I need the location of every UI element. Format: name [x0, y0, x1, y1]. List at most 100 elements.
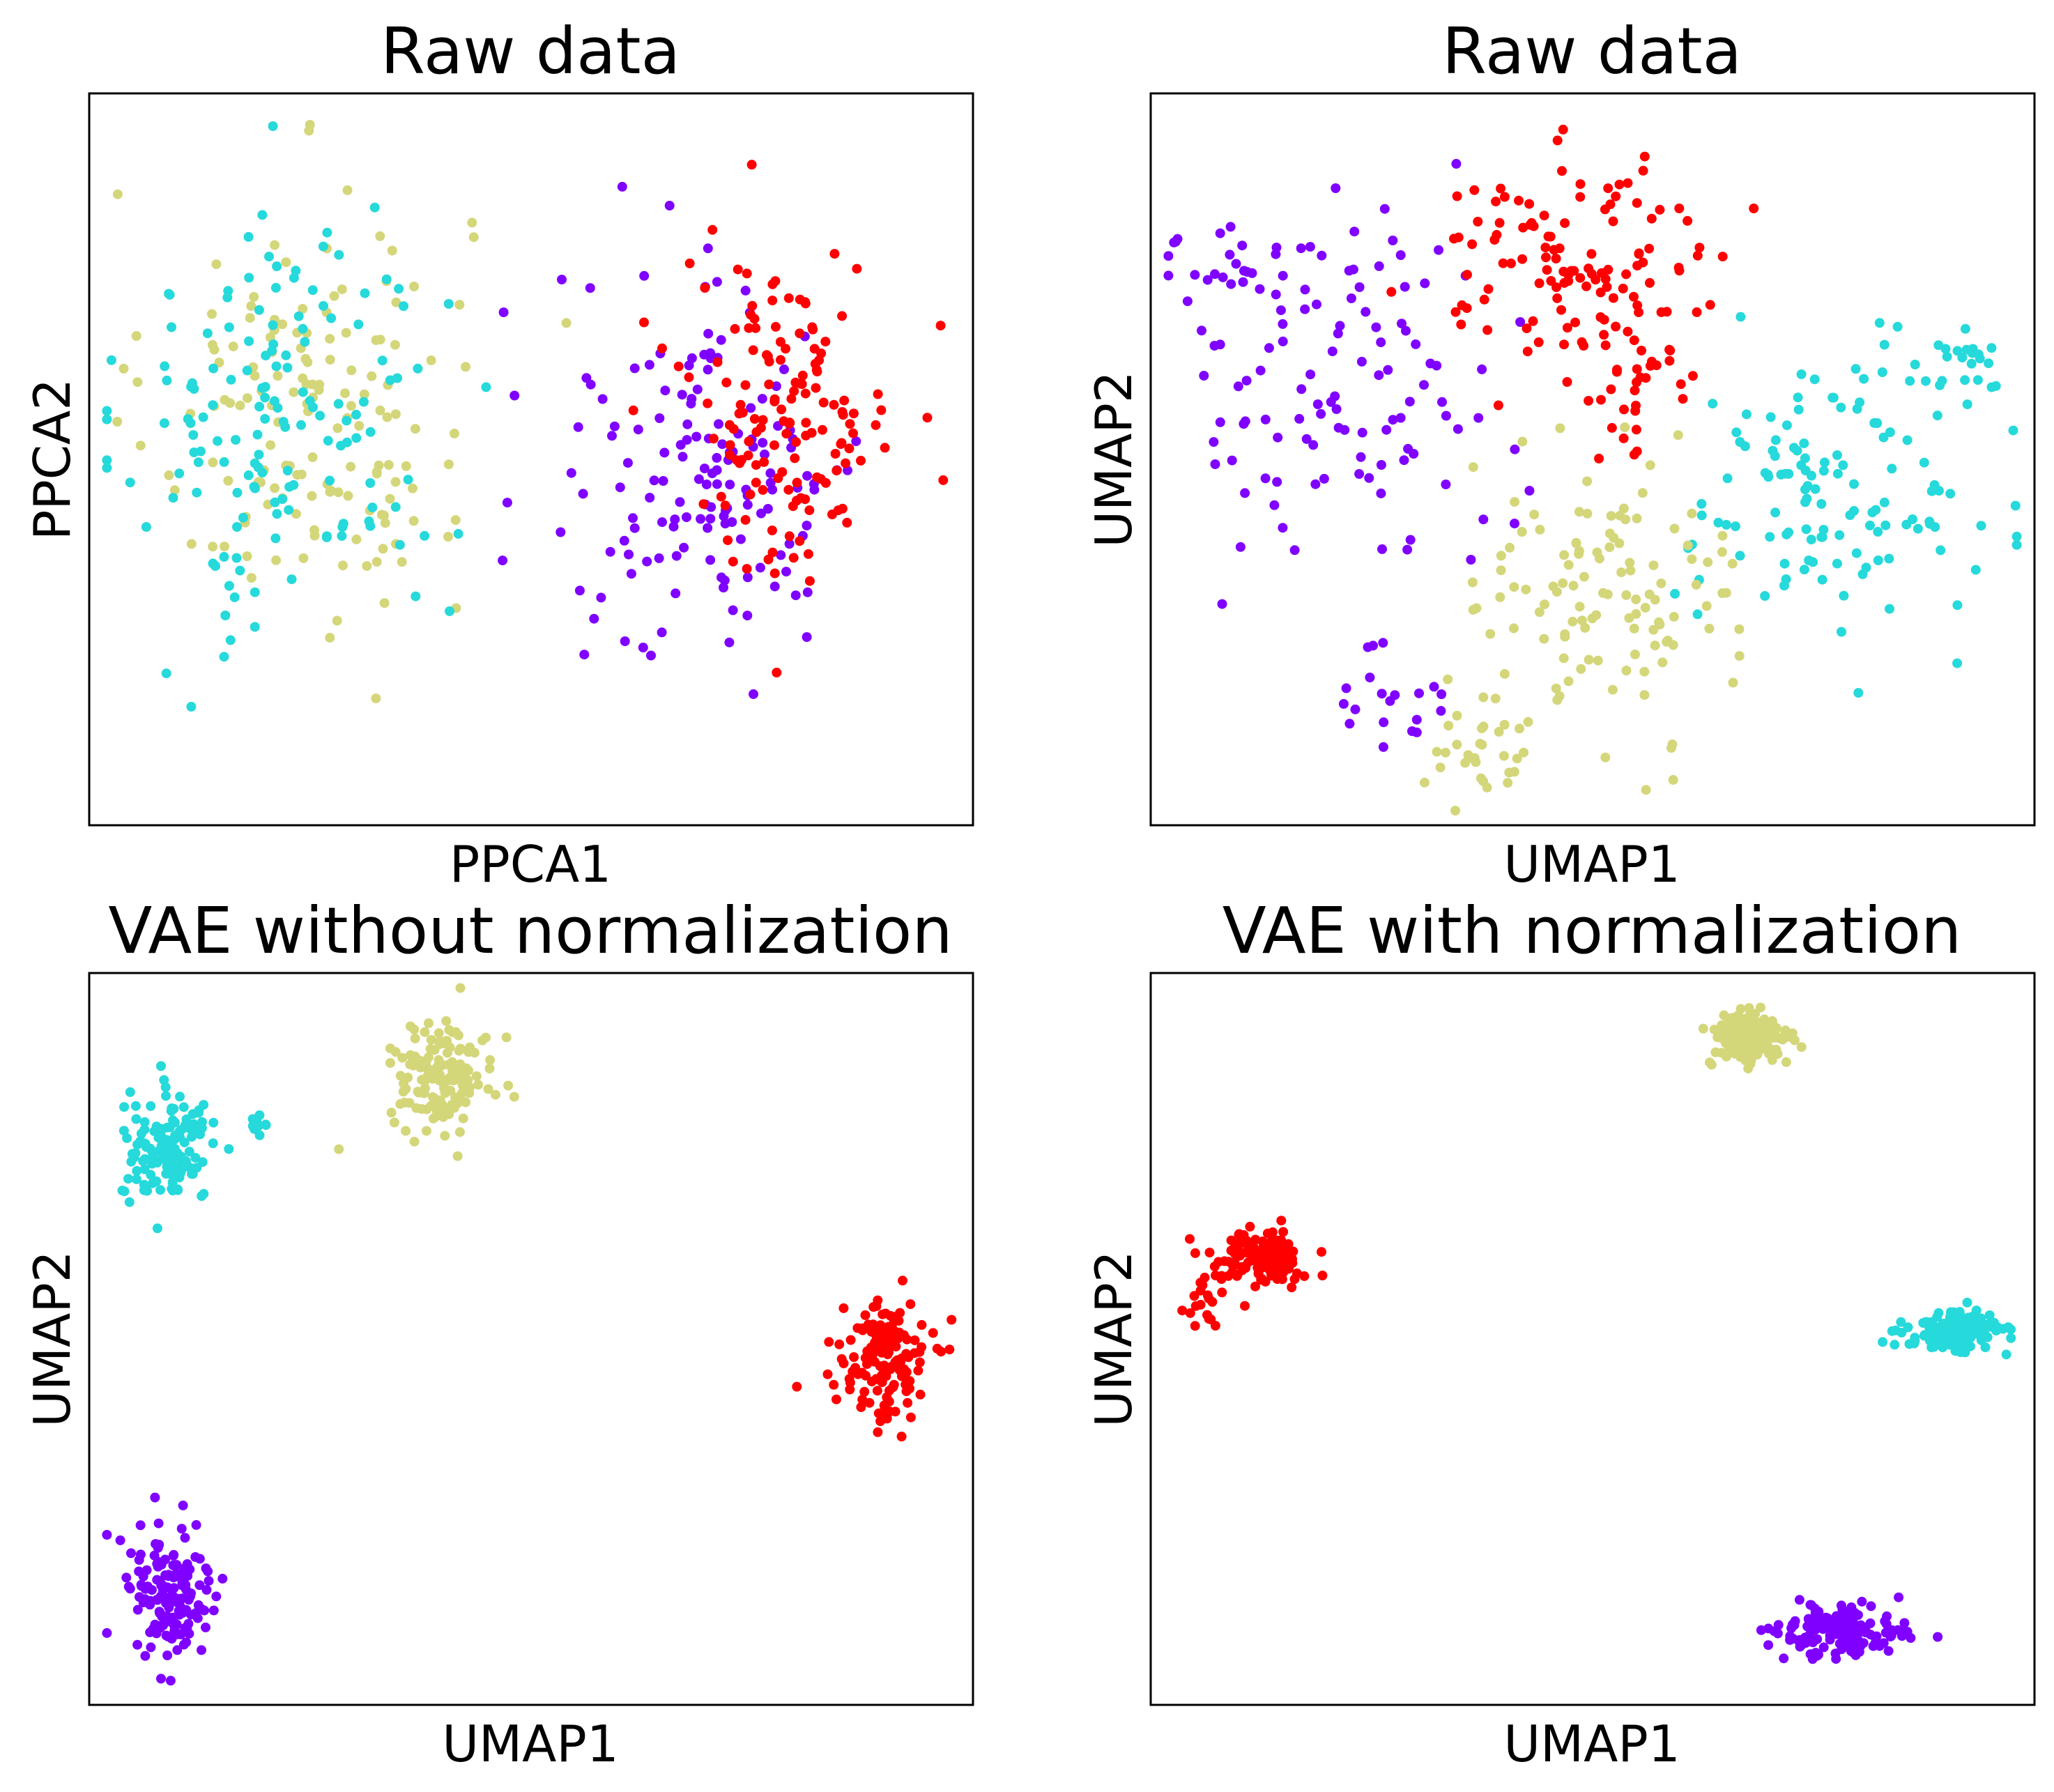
scatter-point [671, 551, 682, 561]
scatter-point [1210, 269, 1220, 279]
scatter-point [758, 438, 768, 448]
scatter-point [219, 652, 229, 662]
scatter-point [1683, 215, 1693, 226]
scatter-point [1330, 391, 1340, 401]
scatter-point [367, 503, 378, 512]
scatter-point [1349, 227, 1360, 237]
scatter-point [818, 424, 827, 435]
scatter-point [882, 1392, 892, 1402]
scatter-point [1878, 432, 1889, 443]
scatter-point [1696, 498, 1707, 509]
scatter-point [771, 321, 781, 332]
scatter-point [369, 202, 380, 213]
scatter-point [1268, 1250, 1278, 1260]
scatter-point [1452, 740, 1462, 750]
scatter-point [102, 1628, 112, 1638]
scatter-point [1549, 245, 1559, 255]
scatter-point [1275, 305, 1286, 316]
scatter-point [1364, 473, 1374, 483]
scatter-point [1581, 281, 1591, 291]
scatter-point [1668, 774, 1678, 785]
scatter-point [1237, 240, 1248, 251]
scatter-point [1576, 664, 1586, 674]
scatter-point [856, 455, 866, 466]
scatter-point [1492, 229, 1502, 240]
scatter-point [1892, 321, 1903, 332]
scatter-point [125, 1584, 135, 1594]
scatter-point [322, 531, 332, 542]
scatter-point [1499, 192, 1510, 202]
scatter-point [1466, 555, 1476, 565]
scatter-point [670, 588, 681, 599]
scatter-point [1954, 1319, 1964, 1330]
scatter-point [1469, 185, 1480, 195]
scatter-point [1308, 440, 1319, 450]
scatter-point [270, 240, 279, 250]
scatter-point [742, 572, 753, 583]
scatter-point [1752, 1041, 1762, 1052]
scatter-point [208, 400, 218, 411]
panel-2-title: Raw data [1442, 14, 1742, 89]
scatter-point [824, 1337, 834, 1347]
scatter-point [124, 1197, 135, 1207]
scatter-point [1292, 1268, 1302, 1278]
scatter-point [1542, 265, 1552, 275]
scatter-point [136, 1128, 146, 1139]
scatter-point [903, 1397, 913, 1408]
scatter-point [1240, 416, 1250, 427]
scatter-point [845, 1335, 856, 1345]
scatter-point [1451, 159, 1462, 169]
scatter-point [802, 632, 812, 642]
scatter-point [1704, 623, 1715, 634]
scatter-point [250, 587, 260, 597]
scatter-point [1496, 565, 1506, 576]
scatter-point [820, 337, 831, 347]
scatter-point [268, 121, 278, 131]
scatter-point [444, 1025, 454, 1035]
scatter-point [146, 1642, 156, 1653]
scatter-point [1630, 649, 1640, 659]
scatter-point [397, 1052, 408, 1063]
scatter-point [1517, 436, 1528, 447]
scatter-point [1762, 1045, 1772, 1055]
scatter-point [1976, 521, 1986, 531]
scatter-point [885, 1363, 896, 1373]
scatter-point [1254, 1252, 1264, 1262]
scatter-point [1580, 622, 1591, 633]
scatter-point [1271, 249, 1281, 259]
scatter-point [557, 275, 567, 285]
scatter-point [703, 243, 713, 254]
scatter-point [712, 357, 723, 367]
scatter-point [1278, 1227, 1289, 1237]
scatter-point [868, 1319, 878, 1330]
scatter-point [232, 522, 242, 532]
scatter-point [861, 1370, 871, 1381]
scatter-point [936, 1347, 946, 1357]
scatter-point [691, 431, 702, 442]
scatter-point [112, 189, 123, 199]
scatter-point [894, 1327, 905, 1338]
scatter-point [385, 493, 395, 504]
scatter-point [235, 565, 245, 576]
scatter-point [338, 519, 348, 529]
scatter-point [1377, 689, 1387, 699]
scatter-point [1646, 356, 1657, 367]
scatter-point [1477, 364, 1487, 374]
scatter-point [1962, 1337, 1972, 1347]
scatter-point [174, 1596, 185, 1607]
scatter-point [376, 510, 387, 520]
scatter-point [829, 1379, 839, 1390]
scatter-point [1683, 540, 1693, 551]
scatter-point [1197, 1280, 1208, 1290]
scatter-point [1227, 455, 1237, 466]
scatter-point [1722, 1051, 1731, 1062]
scatter-point [1509, 582, 1519, 592]
scatter-point [1294, 413, 1305, 424]
scatter-point [386, 1108, 397, 1118]
scatter-point [292, 470, 302, 480]
scatter-point [905, 1384, 914, 1394]
scatter-point [419, 1088, 429, 1098]
scatter-point [132, 1639, 143, 1650]
scatter-point [186, 1588, 196, 1598]
panel-4-title: VAE with normalization [1223, 894, 1962, 968]
